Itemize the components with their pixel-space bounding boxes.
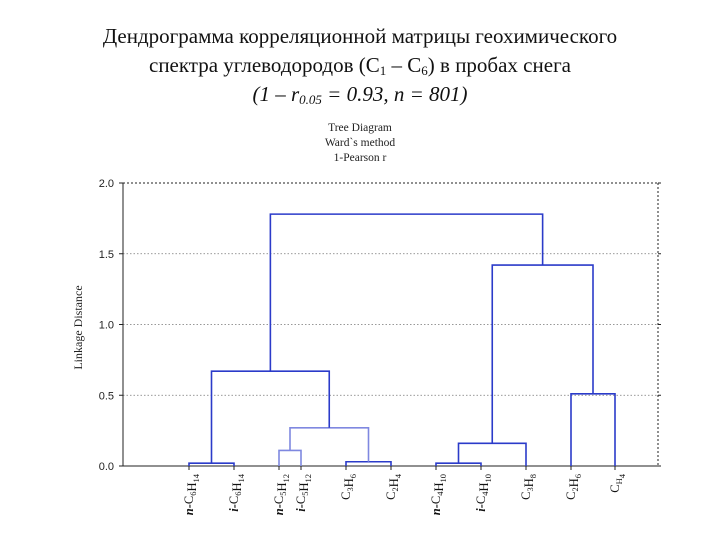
leaf-label: C3H6 bbox=[339, 474, 358, 500]
dendrogram-link bbox=[269, 213, 544, 372]
leaf-label: C3H8 bbox=[519, 474, 538, 500]
leaf-label: i-C4H10 bbox=[474, 474, 493, 512]
leaf-label: i-C6H14 bbox=[227, 473, 246, 512]
slide-title: Дендрограмма корреляционной матрицы геох… bbox=[0, 22, 720, 109]
y-tick-label: 1.5 bbox=[99, 249, 114, 261]
title-line-2: спектра углеводородов (С1 – С6) в пробах… bbox=[149, 53, 571, 78]
leaf-label: n-C5H12 bbox=[272, 474, 291, 515]
dendrogram-link bbox=[345, 460, 392, 466]
chart-subtitle-method: Ward`s method bbox=[324, 137, 396, 149]
leaf-label: C2H6 bbox=[564, 474, 583, 500]
y-axis-label: Linkage Distance bbox=[71, 285, 85, 369]
chart-title: Tree Diagram bbox=[328, 122, 392, 134]
y-tick-label: 2.0 bbox=[99, 178, 114, 190]
chart-subtitle-metric: 1-Pearson r bbox=[333, 152, 387, 164]
y-tick-label: 0.0 bbox=[99, 461, 114, 473]
leaf-label: n-C4H10 bbox=[429, 474, 448, 515]
leaf-label: n-C6H14 bbox=[182, 473, 201, 515]
leaf-label: CH4 bbox=[608, 473, 627, 492]
dendrogram-link bbox=[491, 264, 594, 444]
dendrogram-link bbox=[210, 370, 331, 464]
chart-titles: Tree Diagram Ward`s method 1-Pearson r bbox=[260, 121, 460, 166]
y-tick-label: 0.5 bbox=[99, 390, 114, 402]
y-tick-label: 1.0 bbox=[99, 320, 114, 332]
title-line-1: Дендрограмма корреляционной матрицы геох… bbox=[102, 24, 618, 48]
title-line-3: (1 – r0.05 = 0.93, n = 801) bbox=[252, 82, 468, 107]
dendrogram-link bbox=[278, 449, 302, 466]
grid-lines bbox=[123, 253, 658, 396]
dendrogram-links bbox=[188, 213, 616, 466]
leaf-label: i-C5H12 bbox=[294, 474, 313, 512]
dendrogram-link bbox=[570, 393, 616, 466]
y-ticks: 0.0 0.5 1.0 1.5 2.0 bbox=[99, 178, 661, 473]
leaf-label: C2H4 bbox=[384, 473, 403, 500]
